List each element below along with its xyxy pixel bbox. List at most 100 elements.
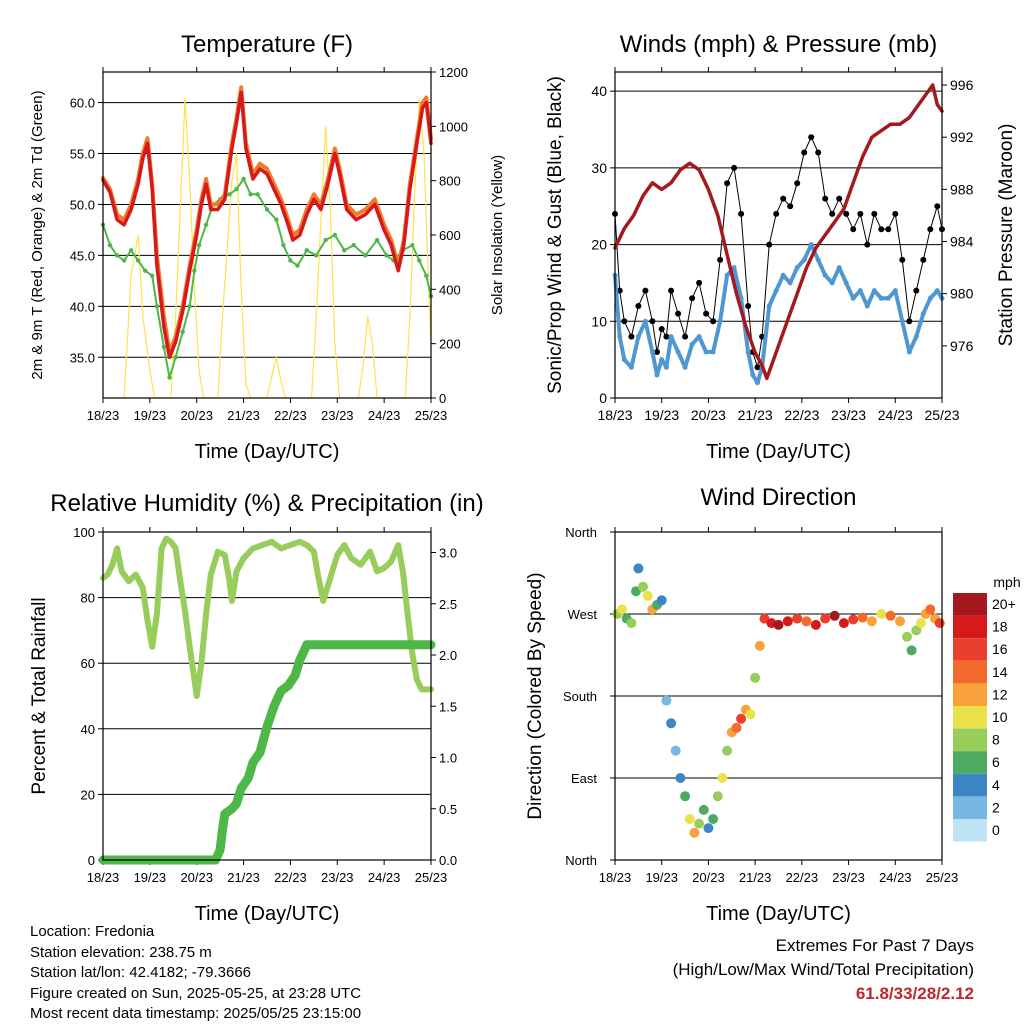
x-axis-label: Time (Day/UTC) xyxy=(195,441,340,463)
direction-point xyxy=(911,625,922,636)
x-tick-label: 23/23 xyxy=(321,870,354,885)
plot-frame xyxy=(614,71,943,399)
wind-point xyxy=(668,334,674,340)
wind-point xyxy=(836,265,842,271)
y2-tick-label: 1.5 xyxy=(439,699,457,714)
y-tick-label: 20 xyxy=(591,237,607,253)
direction-point xyxy=(642,590,653,601)
wind-point xyxy=(766,303,772,309)
wind-point xyxy=(822,272,828,278)
direction-point xyxy=(661,695,672,706)
direction-point xyxy=(698,804,709,815)
direction-point xyxy=(857,612,868,623)
legend-swatch xyxy=(953,751,987,774)
wind-point xyxy=(906,349,912,355)
direction-point xyxy=(916,618,926,629)
figure-created: Figure created on Sun, 2025-05-25, at 23… xyxy=(30,984,362,1002)
direction-point xyxy=(754,640,765,651)
y-tick-label: 45.0 xyxy=(70,248,95,263)
legend-swatch xyxy=(953,593,987,616)
wind-point xyxy=(642,318,648,324)
wind-point xyxy=(696,334,702,340)
panel-2: Winds (mph) & Pressure (mb) Time (Day/UTC… xyxy=(545,31,1017,463)
humidity-line xyxy=(100,535,434,699)
chart-title: Wind Direction xyxy=(700,484,856,511)
wind-point xyxy=(710,349,716,355)
legend-label: 12 xyxy=(992,686,1008,702)
wind-point xyxy=(843,280,849,286)
y-tick-label: 55.0 xyxy=(70,147,95,162)
x-tick-label: 25/23 xyxy=(415,408,448,423)
y2-tick-label: 3.0 xyxy=(439,546,457,561)
direction-point xyxy=(848,614,859,625)
y2-tick-label: 800 xyxy=(439,174,461,189)
legend-label: 4 xyxy=(992,777,1000,793)
wind-point xyxy=(787,280,793,286)
x-tick-label: 25/23 xyxy=(924,407,959,423)
y2-tick-label: 2.5 xyxy=(439,597,457,612)
direction-point xyxy=(694,818,705,829)
wind-point xyxy=(829,280,835,286)
x-axis-label: Time (Day/UTC) xyxy=(195,903,340,925)
x-tick-label: 23/23 xyxy=(321,408,354,423)
x-axis-label: Time (Day/UTC) xyxy=(706,903,851,925)
direction-point xyxy=(838,618,849,629)
x-tick-label: 23/23 xyxy=(832,870,865,885)
wind-point xyxy=(682,364,688,370)
y-tick-label: East xyxy=(571,771,597,786)
y2-tick-label: 2.0 xyxy=(439,648,457,663)
gust-line xyxy=(614,136,943,368)
wind-point xyxy=(628,364,634,370)
wind-point xyxy=(654,372,660,378)
direction-point xyxy=(722,745,733,756)
x-tick-label: 18/23 xyxy=(599,870,632,885)
extremes-subtitle: (High/Low/Max Wind/Total Precipitation) xyxy=(672,960,974,979)
x-tick-label: 18/23 xyxy=(87,408,120,423)
t2m-line xyxy=(101,90,433,360)
wind-point xyxy=(899,318,905,324)
direction-point xyxy=(782,616,793,627)
y-axis-label: 2m & 9m T (Red, Orange) & 2m Td (Green) xyxy=(29,90,46,379)
legend-title: mph xyxy=(993,574,1020,590)
wind-point xyxy=(801,257,807,263)
wind-point xyxy=(815,257,821,263)
legend-label: 2 xyxy=(992,799,1000,815)
wind-point xyxy=(621,357,627,363)
legend-swatch xyxy=(953,728,987,752)
x-tick-label: 20/23 xyxy=(180,408,213,423)
direction-point xyxy=(885,610,896,621)
x-tick-label: 24/23 xyxy=(368,870,401,885)
x-tick-label: 20/23 xyxy=(691,407,726,423)
legend-label: 14 xyxy=(992,664,1008,680)
direction-point xyxy=(773,619,784,630)
direction-point xyxy=(902,631,912,642)
x-tick-label: 21/23 xyxy=(739,870,772,885)
direction-point xyxy=(666,718,677,729)
direction-point xyxy=(684,814,695,824)
wind-point xyxy=(913,334,919,340)
legend-swatch xyxy=(953,660,987,684)
direction-point xyxy=(745,709,756,720)
panel-4: Wind Direction Time (Day/UTC) Direction (C… xyxy=(525,484,958,925)
y-tick-label: 60 xyxy=(81,656,95,671)
wind-point xyxy=(885,295,891,301)
wind-point xyxy=(934,288,940,294)
y-axis-label: Percent & Total Rainfall xyxy=(29,597,50,794)
legend-swatch xyxy=(953,773,987,797)
direction-point xyxy=(708,814,719,824)
x-tick-label: 22/23 xyxy=(784,407,819,423)
wind-point xyxy=(864,303,870,309)
y-tick-label: 50.0 xyxy=(70,197,95,212)
y-tick-label: 40 xyxy=(591,83,607,99)
direction-point xyxy=(638,581,648,592)
y2-tick-label: 996 xyxy=(950,77,974,93)
y-tick-label: 35.0 xyxy=(70,350,95,365)
legend-label: 8 xyxy=(992,732,1000,748)
direction-point xyxy=(633,563,644,574)
x-tick-label: 19/23 xyxy=(644,407,679,423)
y-tick-label: North xyxy=(565,525,597,540)
direction-point xyxy=(617,604,627,615)
y2-tick-label: 1000 xyxy=(439,119,468,134)
wind-point xyxy=(780,272,786,278)
